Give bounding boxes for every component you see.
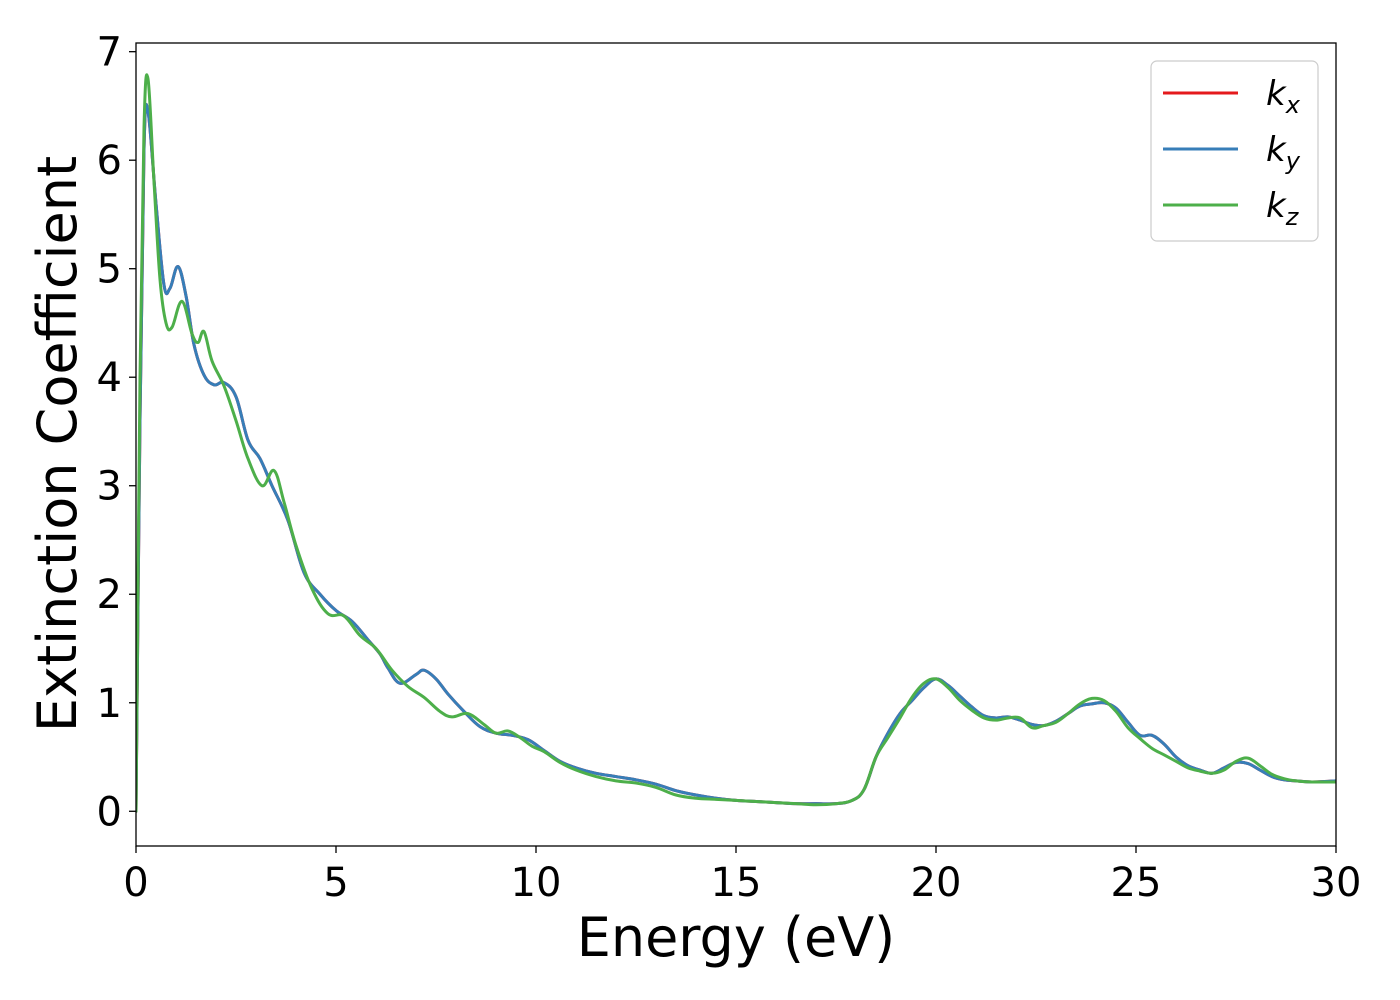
y-tick-label: 5: [97, 247, 122, 293]
x-tick-label: 0: [123, 860, 148, 906]
y-axis-label: Extinction Coefficient: [26, 156, 89, 732]
x-tick-label: 20: [911, 860, 962, 906]
x-tick-label: 15: [711, 860, 762, 906]
legend: kx ky kz: [1150, 60, 1319, 242]
y-tick-label: 0: [97, 789, 122, 835]
x-tick-label: 5: [323, 860, 348, 906]
x-tick-label: 10: [511, 860, 562, 906]
legend-label-z: kz: [1266, 186, 1300, 231]
y-axis-ticks: 0 1 2 3 4 5 6 7: [97, 30, 136, 835]
x-tick-label: 25: [1111, 860, 1162, 906]
y-tick-label: 3: [97, 464, 122, 510]
legend-label-x: kx: [1266, 74, 1301, 119]
plot-lines: [136, 73, 1336, 813]
series-line-y: [136, 103, 1336, 813]
y-tick-label: 7: [97, 30, 122, 76]
y-tick-label: 6: [97, 138, 122, 184]
x-axis-label: Energy (eV): [577, 906, 896, 969]
x-tick-label: 30: [1311, 860, 1362, 906]
series-line-z: [136, 73, 1336, 813]
legend-box: [1150, 60, 1319, 242]
y-tick-label: 1: [97, 681, 122, 727]
x-axis-ticks: 0 5 10 15 20 25 30: [123, 846, 1361, 906]
legend-label-y: ky: [1266, 130, 1301, 175]
y-tick-label: 4: [97, 355, 122, 401]
y-tick-label: 2: [97, 572, 122, 618]
